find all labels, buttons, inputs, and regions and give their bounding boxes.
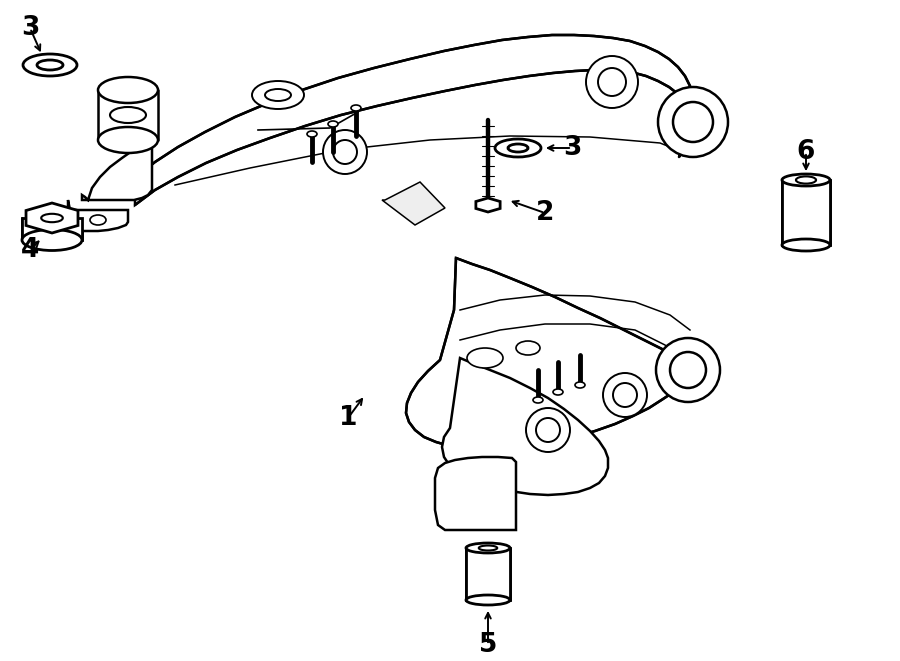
Text: 3: 3	[21, 15, 40, 41]
Ellipse shape	[22, 229, 82, 251]
Ellipse shape	[265, 89, 291, 101]
Text: 5: 5	[479, 632, 497, 658]
Ellipse shape	[110, 107, 146, 123]
Ellipse shape	[467, 348, 503, 368]
Polygon shape	[466, 548, 510, 600]
Ellipse shape	[508, 144, 528, 152]
Ellipse shape	[495, 139, 541, 157]
Ellipse shape	[466, 543, 510, 553]
Text: 4: 4	[21, 237, 39, 263]
Ellipse shape	[536, 418, 560, 442]
Ellipse shape	[673, 102, 713, 142]
Ellipse shape	[658, 87, 728, 157]
Polygon shape	[382, 182, 445, 225]
Ellipse shape	[90, 215, 106, 225]
Ellipse shape	[516, 341, 540, 355]
Ellipse shape	[526, 408, 570, 452]
Text: 3: 3	[562, 135, 581, 161]
Ellipse shape	[323, 130, 367, 174]
Polygon shape	[22, 218, 82, 240]
Ellipse shape	[351, 105, 361, 111]
Ellipse shape	[333, 140, 357, 164]
Ellipse shape	[479, 545, 497, 551]
Ellipse shape	[23, 54, 77, 76]
Ellipse shape	[796, 176, 816, 184]
Ellipse shape	[656, 338, 720, 402]
Polygon shape	[782, 180, 830, 245]
Ellipse shape	[603, 373, 647, 417]
Polygon shape	[435, 457, 516, 530]
Polygon shape	[476, 198, 500, 212]
Ellipse shape	[41, 214, 63, 222]
Text: 2: 2	[536, 200, 554, 226]
Ellipse shape	[575, 382, 585, 388]
Ellipse shape	[598, 68, 626, 96]
Polygon shape	[68, 200, 128, 231]
Polygon shape	[442, 358, 608, 495]
Ellipse shape	[782, 174, 830, 186]
Text: 6: 6	[796, 139, 815, 165]
Ellipse shape	[782, 239, 830, 251]
Polygon shape	[135, 35, 694, 205]
Polygon shape	[406, 258, 694, 449]
Ellipse shape	[670, 352, 706, 388]
Ellipse shape	[533, 397, 543, 403]
Polygon shape	[82, 145, 152, 200]
Polygon shape	[26, 203, 78, 233]
Ellipse shape	[307, 131, 317, 137]
Ellipse shape	[466, 595, 510, 605]
Ellipse shape	[328, 121, 338, 127]
Ellipse shape	[252, 81, 304, 109]
Ellipse shape	[98, 77, 158, 103]
Ellipse shape	[586, 56, 638, 108]
Ellipse shape	[98, 127, 158, 153]
Ellipse shape	[553, 389, 563, 395]
Ellipse shape	[613, 383, 637, 407]
Ellipse shape	[37, 60, 63, 70]
Text: 1: 1	[338, 405, 357, 431]
